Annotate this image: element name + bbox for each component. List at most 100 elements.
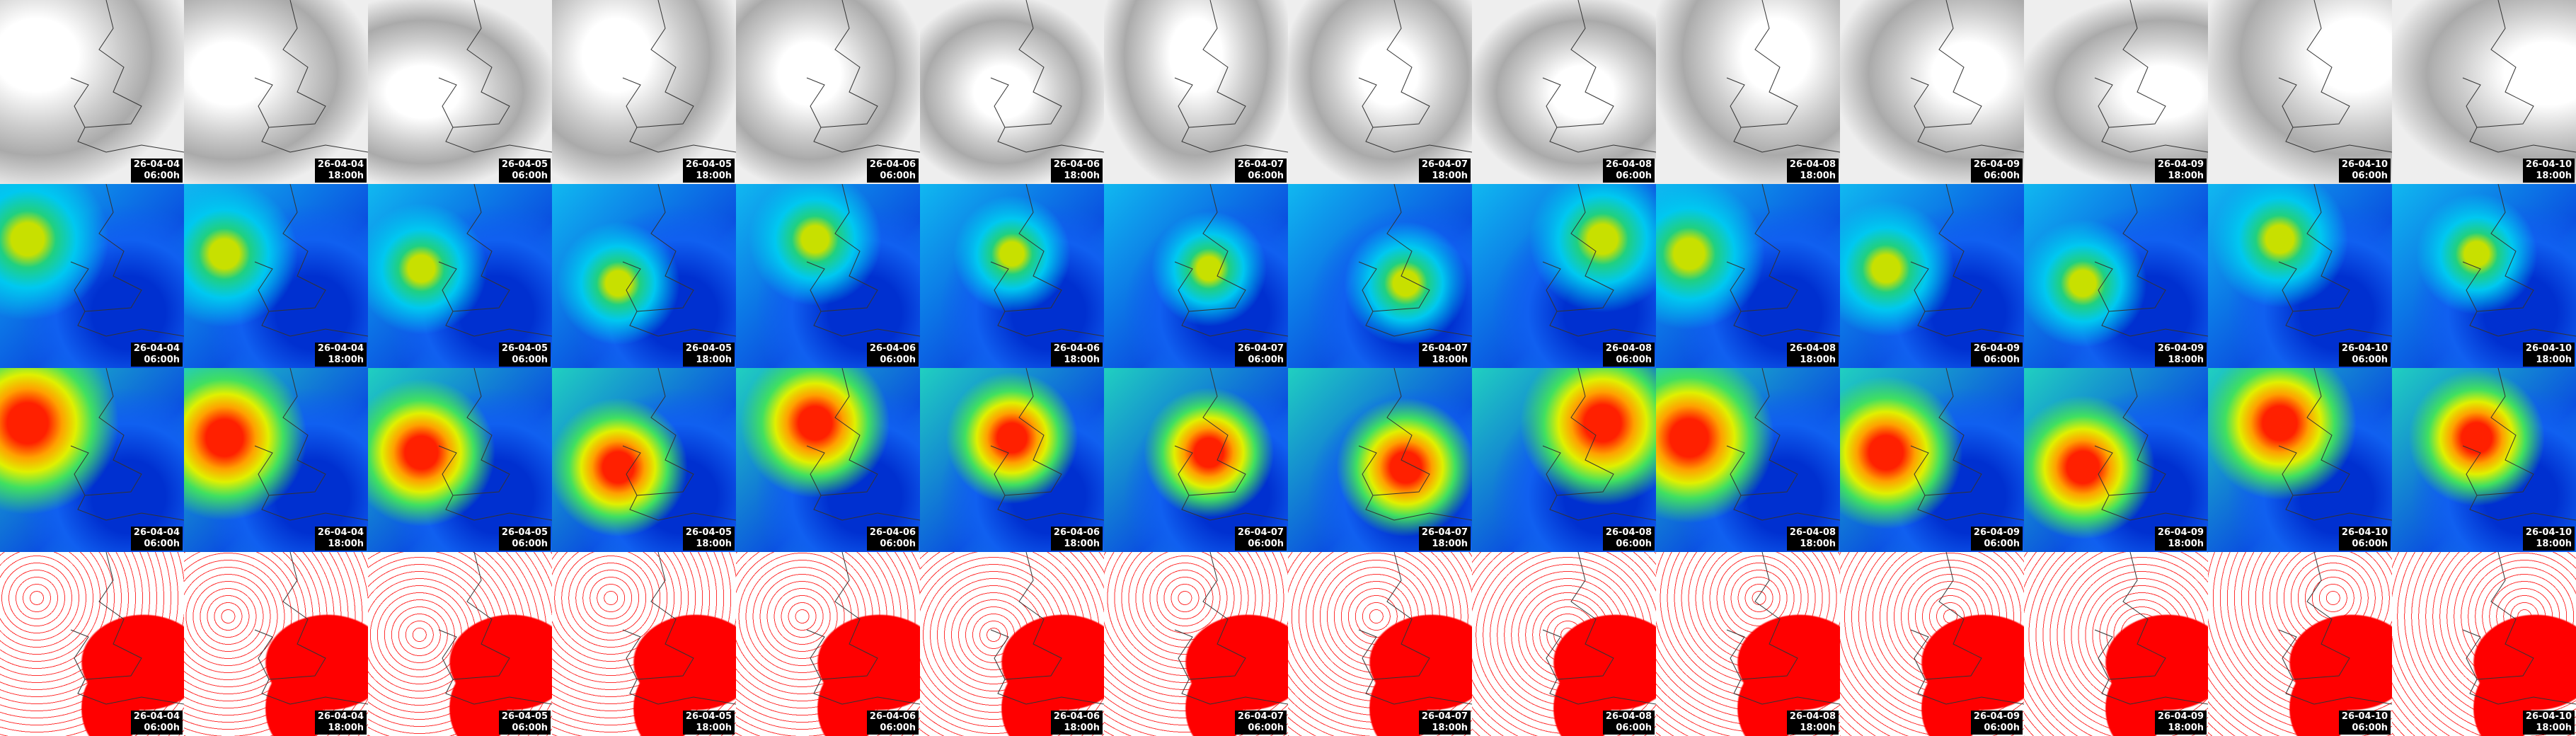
map-tile[interactable]: 26-04-05 06:00h — [368, 368, 552, 552]
coastline — [1910, 368, 2024, 521]
coastline — [70, 0, 184, 153]
coastline — [806, 552, 920, 705]
coastline — [70, 368, 184, 521]
coastline — [438, 368, 552, 521]
timestamp: 26-04-07 06:00h — [1234, 159, 1287, 183]
coast-line — [1542, 0, 1656, 153]
timestamp: 26-04-04 18:00h — [314, 711, 367, 735]
map-tile[interactable]: 26-04-05 06:00h — [368, 184, 552, 368]
map-tile[interactable]: 26-04-08 06:00h — [1472, 552, 1656, 736]
map-tile[interactable]: 26-04-06 18:00h — [920, 184, 1104, 368]
map-tile[interactable]: 26-04-08 18:00h — [1656, 552, 1840, 736]
coast-line — [1358, 368, 1472, 521]
map-tile[interactable]: 26-04-06 06:00h — [736, 368, 920, 552]
map-tile[interactable]: 26-04-08 06:00h — [1472, 0, 1656, 184]
map-tile[interactable]: 26-04-07 06:00h — [1104, 368, 1288, 552]
map-tile[interactable]: 26-04-09 18:00h — [2024, 184, 2208, 368]
map-tile[interactable]: 26-04-08 18:00h — [1656, 368, 1840, 552]
map-tile[interactable]: 26-04-04 18:00h — [184, 184, 368, 368]
map-tile[interactable]: 26-04-07 06:00h — [1104, 184, 1288, 368]
timestamp-time: 06:00h — [512, 171, 548, 181]
map-tile[interactable]: 26-04-06 06:00h — [736, 184, 920, 368]
map-tile[interactable]: 26-04-07 06:00h — [1104, 552, 1288, 736]
map-tile[interactable]: 26-04-09 06:00h — [1840, 368, 2024, 552]
map-tile[interactable]: 26-04-08 06:00h — [1472, 184, 1656, 368]
map-tile[interactable]: 26-04-04 06:00h — [0, 0, 184, 184]
map-tile[interactable]: 26-04-10 18:00h — [2392, 368, 2576, 552]
map-tile[interactable]: 26-04-08 06:00h — [1472, 368, 1656, 552]
map-tile[interactable]: 26-04-09 06:00h — [1840, 184, 2024, 368]
map-tile[interactable]: 26-04-09 18:00h — [2024, 368, 2208, 552]
coast-line — [438, 0, 552, 153]
map-tile[interactable]: 26-04-10 18:00h — [2392, 0, 2576, 184]
coastline — [622, 184, 736, 337]
timestamp-date: 26-04-06 — [1053, 159, 1100, 170]
timestamp-date: 26-04-07 — [1237, 343, 1284, 354]
map-tile[interactable]: 26-04-04 06:00h — [0, 184, 184, 368]
map-tile[interactable]: 26-04-04 06:00h — [0, 368, 184, 552]
timestamp: 26-04-06 06:00h — [866, 159, 919, 183]
map-tile[interactable]: 26-04-04 18:00h — [184, 0, 368, 184]
timestamp-date: 26-04-05 — [501, 527, 548, 538]
map-tile[interactable]: 26-04-09 18:00h — [2024, 552, 2208, 736]
map-tile[interactable]: 26-04-09 06:00h — [1840, 0, 2024, 184]
coast-line — [254, 552, 368, 705]
timestamp-date: 26-04-08 — [1605, 343, 1652, 354]
map-tile[interactable]: 26-04-05 06:00h — [368, 552, 552, 736]
timestamp: 26-04-06 18:00h — [1050, 711, 1103, 735]
map-tile[interactable]: 26-04-04 18:00h — [184, 552, 368, 736]
timestamp-date: 26-04-05 — [501, 343, 548, 354]
timestamp: 26-04-08 06:00h — [1602, 159, 1655, 183]
map-tile[interactable]: 26-04-06 18:00h — [920, 368, 1104, 552]
map-tile[interactable]: 26-04-09 18:00h — [2024, 0, 2208, 184]
map-tile[interactable]: 26-04-10 06:00h — [2208, 552, 2392, 736]
coast-line — [806, 552, 920, 705]
map-tile[interactable]: 26-04-10 18:00h — [2392, 552, 2576, 736]
timestamp: 26-04-05 06:00h — [498, 343, 551, 367]
map-tile[interactable]: 26-04-08 18:00h — [1656, 0, 1840, 184]
map-tile[interactable]: 26-04-05 18:00h — [552, 184, 736, 368]
map-tile[interactable]: 26-04-07 06:00h — [1104, 0, 1288, 184]
timestamp: 26-04-09 18:00h — [2154, 159, 2207, 183]
timestamp-date: 26-04-07 — [1237, 711, 1284, 722]
timestamp: 26-04-09 18:00h — [2154, 343, 2207, 367]
map-tile[interactable]: 26-04-05 18:00h — [552, 552, 736, 736]
map-tile[interactable]: 26-04-10 06:00h — [2208, 184, 2392, 368]
map-tile[interactable]: 26-04-06 18:00h — [920, 0, 1104, 184]
map-tile[interactable]: 26-04-06 06:00h — [736, 552, 920, 736]
timestamp-time: 06:00h — [1248, 723, 1284, 733]
map-tile[interactable]: 26-04-04 18:00h — [184, 368, 368, 552]
map-tile[interactable]: 26-04-07 18:00h — [1288, 552, 1472, 736]
map-tile[interactable]: 26-04-05 18:00h — [552, 368, 736, 552]
timestamp: 26-04-04 06:00h — [130, 343, 183, 367]
timestamp-date: 26-04-09 — [1973, 159, 2020, 170]
coastline — [1542, 368, 1656, 521]
map-tile[interactable]: 26-04-09 06:00h — [1840, 552, 2024, 736]
timestamp-date: 26-04-08 — [1789, 343, 1836, 354]
coastline — [1910, 0, 2024, 153]
map-tile[interactable]: 26-04-08 18:00h — [1656, 184, 1840, 368]
coastline — [622, 552, 736, 705]
map-tile[interactable]: 26-04-04 06:00h — [0, 552, 184, 736]
coastline — [254, 552, 368, 705]
map-tile[interactable]: 26-04-06 06:00h — [736, 0, 920, 184]
timestamp-time: 06:00h — [1984, 723, 2020, 733]
timestamp-date: 26-04-04 — [317, 159, 364, 170]
map-tile[interactable]: 26-04-10 06:00h — [2208, 0, 2392, 184]
map-tile[interactable]: 26-04-07 18:00h — [1288, 368, 1472, 552]
coastline — [806, 368, 920, 521]
map-tile[interactable]: 26-04-05 18:00h — [552, 0, 736, 184]
coast-line — [1358, 552, 1472, 705]
map-tile[interactable]: 26-04-10 18:00h — [2392, 184, 2576, 368]
map-tile[interactable]: 26-04-07 18:00h — [1288, 0, 1472, 184]
coast-line — [806, 0, 920, 153]
coast-line — [990, 368, 1104, 521]
map-tile[interactable]: 26-04-10 06:00h — [2208, 368, 2392, 552]
timestamp-date: 26-04-04 — [317, 527, 364, 538]
timestamp: 26-04-04 18:00h — [314, 343, 367, 367]
map-tile[interactable]: 26-04-06 18:00h — [920, 552, 1104, 736]
map-tile[interactable]: 26-04-05 06:00h — [368, 0, 552, 184]
timestamp-time: 18:00h — [328, 539, 364, 549]
timestamp-date: 26-04-08 — [1789, 527, 1836, 538]
map-tile[interactable]: 26-04-07 18:00h — [1288, 184, 1472, 368]
